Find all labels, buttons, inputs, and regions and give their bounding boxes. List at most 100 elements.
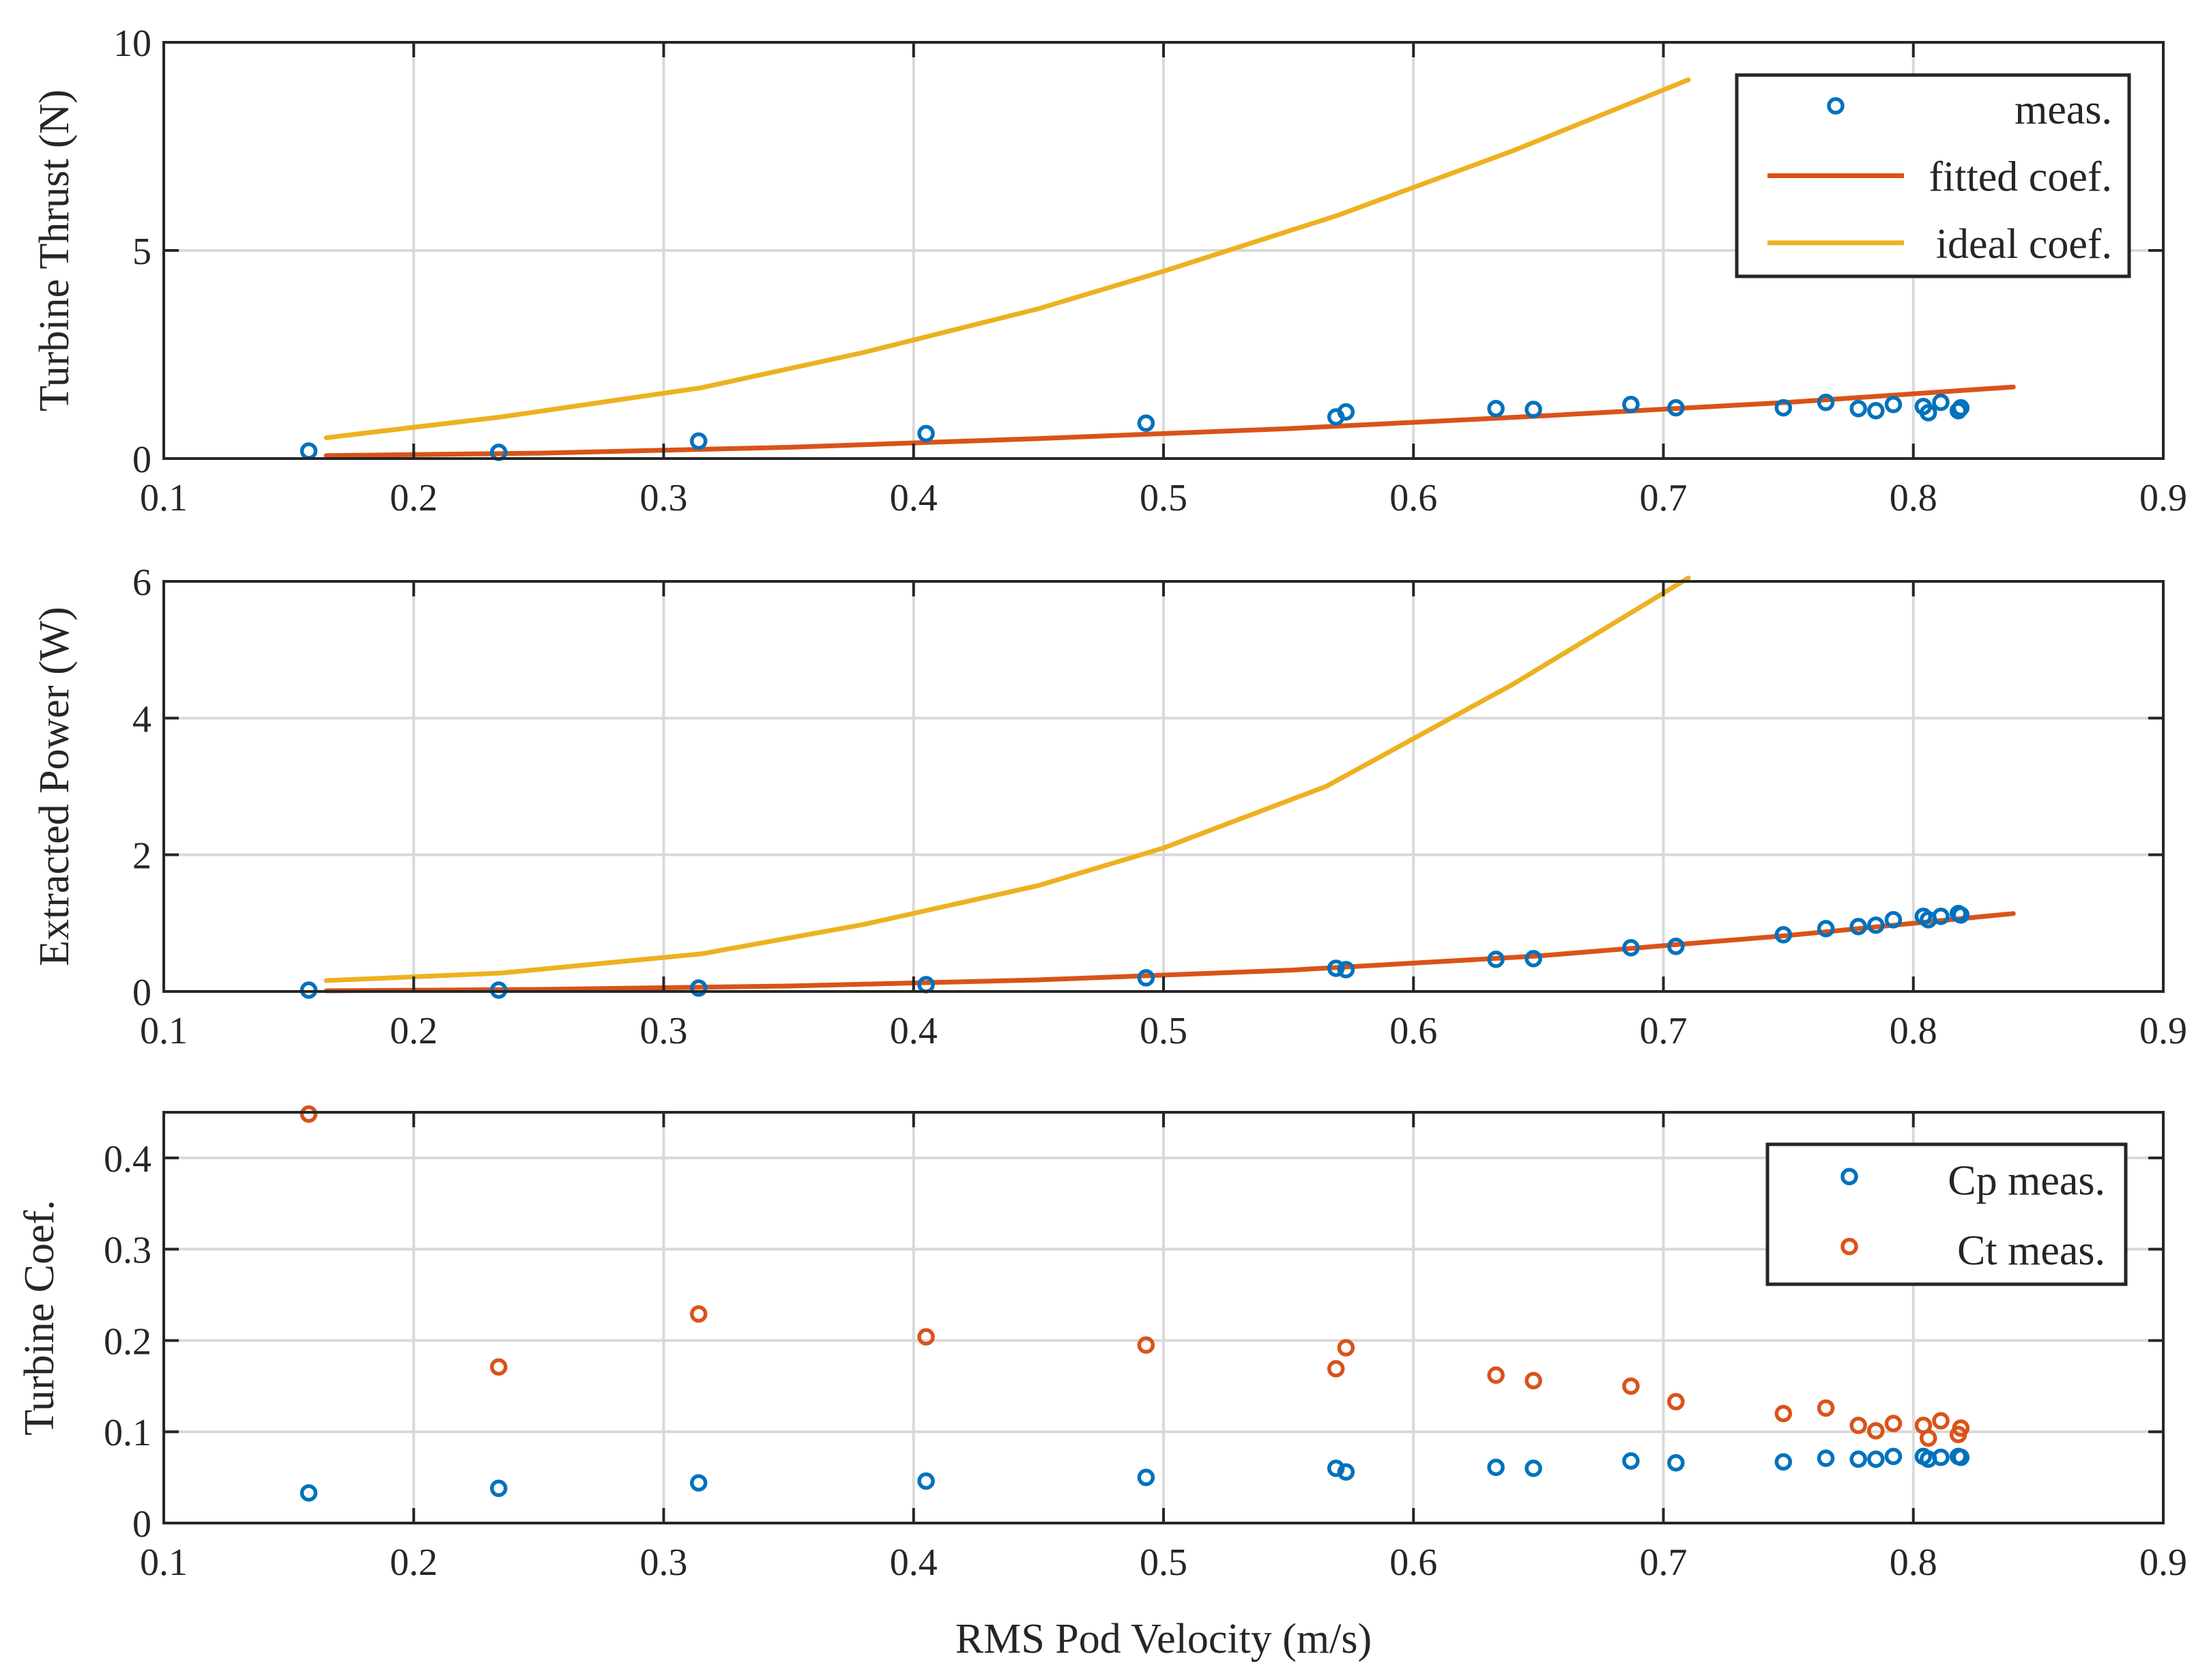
y-tick-label: 0.1 (104, 1412, 151, 1454)
x-tick-label: 0.4 (890, 1010, 938, 1052)
x-tick-label: 0.9 (2139, 477, 2187, 519)
legend-entry-label: Ct meas. (1957, 1228, 2105, 1274)
y-tick-label: 0.2 (104, 1320, 151, 1363)
x-tick-label: 0.3 (640, 1541, 688, 1584)
data-point-cp-meas (1849, 1450, 1867, 1468)
x-tick-label: 0.2 (390, 1541, 437, 1584)
data-point-ct-meas (1952, 1419, 1970, 1437)
x-tick-label: 0.5 (1140, 1541, 1187, 1584)
data-point-meas (1817, 393, 1835, 411)
data-point-meas (1952, 906, 1970, 924)
data-point-ct-meas (1667, 1393, 1685, 1410)
y-tick-label: 0 (132, 972, 151, 1014)
data-point-ct-meas (1622, 1377, 1640, 1395)
data-point-meas (1867, 916, 1885, 934)
data-point-ct-meas (1817, 1399, 1835, 1417)
y-tick-label: 6 (132, 562, 151, 604)
x-tick-label: 0.6 (1389, 1541, 1437, 1584)
x-tick-label: 0.4 (890, 477, 938, 519)
data-point-meas (1774, 399, 1793, 417)
legend-marker-symbol (1840, 1238, 1858, 1256)
x-tick-label: 0.6 (1389, 1010, 1437, 1052)
data-point-cp-meas (1884, 1447, 1903, 1466)
data-point-ct-meas (1919, 1429, 1937, 1447)
x-tick-label: 0.8 (1890, 477, 1937, 519)
data-point-cp-meas (690, 1474, 708, 1492)
legend-box (1765, 1142, 2128, 1286)
data-point-meas (1525, 950, 1542, 968)
legend-entry-label: meas. (2015, 87, 2112, 133)
data-point-ct-meas (1487, 1366, 1505, 1385)
data-point-ct-meas (1774, 1404, 1793, 1423)
x-tick-label: 0.8 (1890, 1541, 1937, 1584)
data-point-cp-meas (1667, 1453, 1685, 1472)
data-point-meas (1919, 404, 1937, 422)
data-point-cp-meas (300, 1484, 318, 1502)
data-point-ct-meas (1849, 1417, 1867, 1434)
x-tick-label: 0.5 (1140, 1010, 1187, 1052)
x-tick-label: 0.7 (1640, 477, 1688, 519)
legend-entry-label: fitted coef. (1929, 154, 2112, 201)
series-line-ideal-coef (323, 77, 1691, 440)
data-point-meas (1867, 402, 1885, 420)
data-point-cp-meas (1622, 1452, 1640, 1470)
data-point-meas (1932, 908, 1950, 925)
data-point-meas (1884, 395, 1903, 414)
y-tick-label: 0.3 (104, 1230, 151, 1272)
x-tick-label: 0.6 (1389, 477, 1437, 519)
data-point-meas (1849, 400, 1867, 418)
y-tick-label: 0.4 (104, 1138, 151, 1181)
data-point-meas (1667, 399, 1685, 417)
data-point-meas (1337, 403, 1355, 421)
data-point-meas (490, 981, 508, 999)
data-point-meas (300, 981, 318, 999)
data-point-meas (1622, 395, 1640, 414)
y-tick-label: 4 (132, 698, 151, 740)
x-tick-label: 0.1 (140, 1541, 188, 1584)
data-point-meas (1525, 401, 1542, 418)
x-tick-label: 0.7 (1640, 1010, 1688, 1052)
legend-marker-symbol (1840, 1168, 1858, 1185)
data-point-meas (1337, 961, 1355, 979)
y-axis-label: Extracted Power (W) (31, 607, 78, 966)
data-point-meas (1487, 400, 1505, 418)
data-point-cp-meas (1137, 1468, 1155, 1486)
x-tick-label: 0.5 (1140, 477, 1187, 519)
x-tick-label: 0.1 (140, 1010, 188, 1052)
data-point-meas (1327, 959, 1345, 977)
series-line-fitted-coef (323, 911, 2016, 994)
data-point-meas (1487, 951, 1505, 968)
data-point-meas (1774, 926, 1793, 944)
y-tick-label: 0 (132, 1503, 151, 1546)
y-tick-label: 10 (113, 23, 151, 65)
data-point-cp-meas (1952, 1448, 1970, 1466)
power-panel: 0.1 0.2 0.3 0.4 0.5 0.6 0.7 0.8 0.9 0 2 4 6 Extracted… (31, 562, 2187, 1052)
legend-entry-label: Cp meas. (1948, 1157, 2105, 1204)
data-point-cp-meas (1327, 1459, 1345, 1477)
data-point-ct-meas (1932, 1412, 1950, 1430)
x-tick-label: 0.2 (390, 477, 437, 519)
legend-entry-label: ideal coef. (1936, 221, 2112, 267)
data-point-cp-meas (1337, 1463, 1355, 1481)
x-axis-label: RMS Pod Velocity (m/s) (955, 1616, 1372, 1662)
x-tick-label: 0.3 (640, 477, 688, 519)
data-point-cp-meas (1867, 1450, 1885, 1468)
data-point-cp-meas (1774, 1453, 1793, 1471)
coefficient-panel: 0.1 0.2 0.3 0.4 0.5 0.6 0.7 0.8 0.900.10.20.30.4… (16, 1105, 2187, 1662)
data-point-ct-meas (1327, 1360, 1345, 1378)
legend: meas. fitted coef. ideal coef. (1735, 73, 2131, 278)
y-axis-label: Turbine Coef. (16, 1200, 63, 1436)
data-point-meas (690, 979, 708, 997)
data-point-ct-meas (917, 1328, 935, 1346)
data-point-ct-meas (690, 1305, 708, 1323)
data-point-meas (1932, 393, 1950, 411)
x-tick-label: 0.2 (390, 1010, 437, 1052)
series-line-fitted-coef (323, 384, 2016, 459)
x-tick-label: 0.7 (1640, 1541, 1688, 1584)
data-point-cp-meas (490, 1479, 508, 1497)
data-point-ct-meas (1525, 1372, 1542, 1390)
data-point-cp-meas (1817, 1449, 1835, 1467)
data-point-cp-meas (1932, 1448, 1950, 1466)
data-point-meas (1622, 939, 1640, 957)
